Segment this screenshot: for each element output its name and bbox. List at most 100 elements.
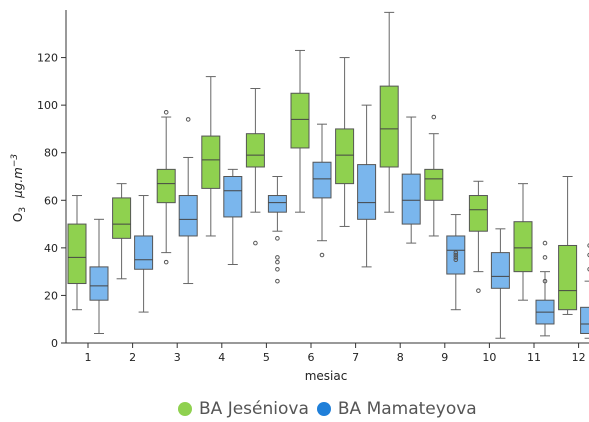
outlier-point bbox=[453, 257, 459, 263]
box-mamateyova-10 bbox=[490, 228, 510, 339]
legend-item-jeseniova: BA Jeséniova bbox=[178, 399, 309, 419]
box-iqr bbox=[290, 92, 310, 149]
box-iqr bbox=[201, 135, 221, 189]
y-tick-label: 40 bbox=[44, 242, 58, 255]
box-mamateyova-3 bbox=[178, 117, 198, 285]
x-tick-label: 1 bbox=[85, 351, 92, 364]
box-jeseniova-10 bbox=[468, 180, 488, 293]
outlier-point bbox=[275, 259, 280, 265]
outlier-point bbox=[542, 240, 548, 246]
box-jeseniova-7 bbox=[335, 57, 355, 227]
outlier-point bbox=[253, 240, 258, 246]
box-iqr bbox=[580, 306, 589, 334]
box-jeseniova-1 bbox=[67, 195, 87, 311]
box-iqr bbox=[112, 197, 132, 239]
legend-label-mamateyova: BA Mamateyova bbox=[337, 399, 477, 419]
outlier-point bbox=[275, 236, 280, 241]
axes bbox=[65, 10, 589, 344]
box-mamateyova-8 bbox=[401, 116, 421, 244]
box-mamateyova-2 bbox=[134, 195, 154, 313]
x-tick-label: 5 bbox=[263, 351, 270, 364]
y-axis-label: O3μg.m−3 bbox=[10, 154, 28, 222]
box-jeseniova-5 bbox=[245, 87, 265, 246]
y-tick-label: 120 bbox=[37, 52, 58, 65]
box-mamateyova-9 bbox=[446, 214, 466, 311]
box-mamateyova-1 bbox=[89, 218, 109, 334]
x-axis-label: mesiac bbox=[305, 369, 348, 383]
box-iqr bbox=[335, 128, 355, 185]
outlier-point bbox=[453, 250, 459, 255]
box-iqr bbox=[312, 161, 332, 199]
box-iqr bbox=[245, 133, 265, 168]
box-iqr bbox=[357, 164, 377, 220]
box-iqr bbox=[446, 235, 466, 275]
box-jeseniova-3 bbox=[156, 109, 176, 265]
outlier-point bbox=[587, 267, 589, 272]
legend-dot-icon bbox=[316, 402, 331, 416]
y-tick-label: 60 bbox=[44, 194, 58, 207]
outlier-point bbox=[275, 255, 280, 260]
outlier-point bbox=[185, 117, 191, 122]
outlier-point bbox=[542, 255, 548, 260]
box-iqr bbox=[156, 168, 176, 204]
box-jeseniova-12 bbox=[558, 176, 578, 315]
outlier-point bbox=[453, 252, 459, 258]
box-jeseniova-4 bbox=[201, 76, 221, 237]
box-jeseniova-2 bbox=[112, 183, 132, 280]
x-tick-label: 11 bbox=[527, 351, 541, 364]
box-mamateyova-4 bbox=[223, 168, 243, 266]
box-mamateyova-5 bbox=[267, 176, 287, 284]
outlier-point bbox=[163, 109, 169, 115]
outlier-point bbox=[275, 278, 280, 284]
x-tick-label: 12 bbox=[572, 351, 586, 364]
x-tick-label: 3 bbox=[174, 351, 181, 364]
box-iqr bbox=[558, 244, 578, 311]
box-iqr bbox=[223, 176, 243, 218]
box-iqr bbox=[267, 195, 287, 213]
outlier-point bbox=[587, 252, 589, 258]
box-iqr bbox=[490, 252, 510, 289]
legend-dot-icon bbox=[178, 402, 192, 416]
box-mamateyova-11 bbox=[535, 240, 555, 337]
box-iqr bbox=[379, 85, 399, 168]
x-tick-label: 6 bbox=[308, 351, 315, 364]
box-jeseniova-6 bbox=[290, 49, 310, 213]
x-tick-label: 9 bbox=[441, 351, 448, 364]
x-tick-label: 4 bbox=[218, 351, 225, 364]
x-tick-label: 8 bbox=[397, 351, 404, 364]
box-iqr bbox=[134, 235, 154, 270]
outlier-point bbox=[319, 252, 325, 258]
y-tick-label: 0 bbox=[51, 337, 58, 350]
outlier-point bbox=[163, 259, 169, 265]
x-tick-label: 2 bbox=[129, 351, 136, 364]
outlier-point bbox=[453, 255, 459, 260]
box-iqr bbox=[178, 195, 198, 237]
legend-item-mamateyova: BA Mamateyova bbox=[316, 399, 477, 419]
box-jeseniova-9 bbox=[424, 114, 444, 237]
box-iqr bbox=[424, 168, 444, 201]
outlier-point bbox=[542, 278, 548, 284]
legend-label-jeseniova: BA Jeséniova bbox=[199, 399, 309, 419]
y-tick-label: 20 bbox=[44, 289, 58, 302]
box-iqr bbox=[67, 223, 87, 285]
outlier-point bbox=[431, 114, 437, 120]
box-jeseniova-8 bbox=[379, 11, 399, 213]
y-tick-label: 80 bbox=[44, 147, 58, 160]
box-iqr bbox=[468, 195, 488, 232]
outlier-point bbox=[275, 266, 280, 272]
outlier-point bbox=[587, 243, 589, 248]
x-tick-label: 7 bbox=[352, 351, 359, 364]
x-tick-label: 10 bbox=[482, 351, 496, 364]
box-mamateyova-7 bbox=[357, 104, 377, 268]
box-mamateyova-6 bbox=[312, 123, 332, 258]
x-axis-ticks: 1 2 3 4 5 6 7 8 9 10 11 12 bbox=[85, 343, 586, 364]
outlier-point bbox=[476, 288, 481, 293]
box-iqr bbox=[401, 173, 421, 225]
box-iqr bbox=[89, 266, 109, 301]
box-jeseniova-11 bbox=[513, 183, 533, 301]
legend: BA Jeséniova BA Mamateyova bbox=[178, 399, 485, 419]
box-iqr bbox=[513, 221, 533, 273]
box-mamateyova-12 bbox=[580, 243, 589, 339]
boxes bbox=[67, 11, 589, 339]
